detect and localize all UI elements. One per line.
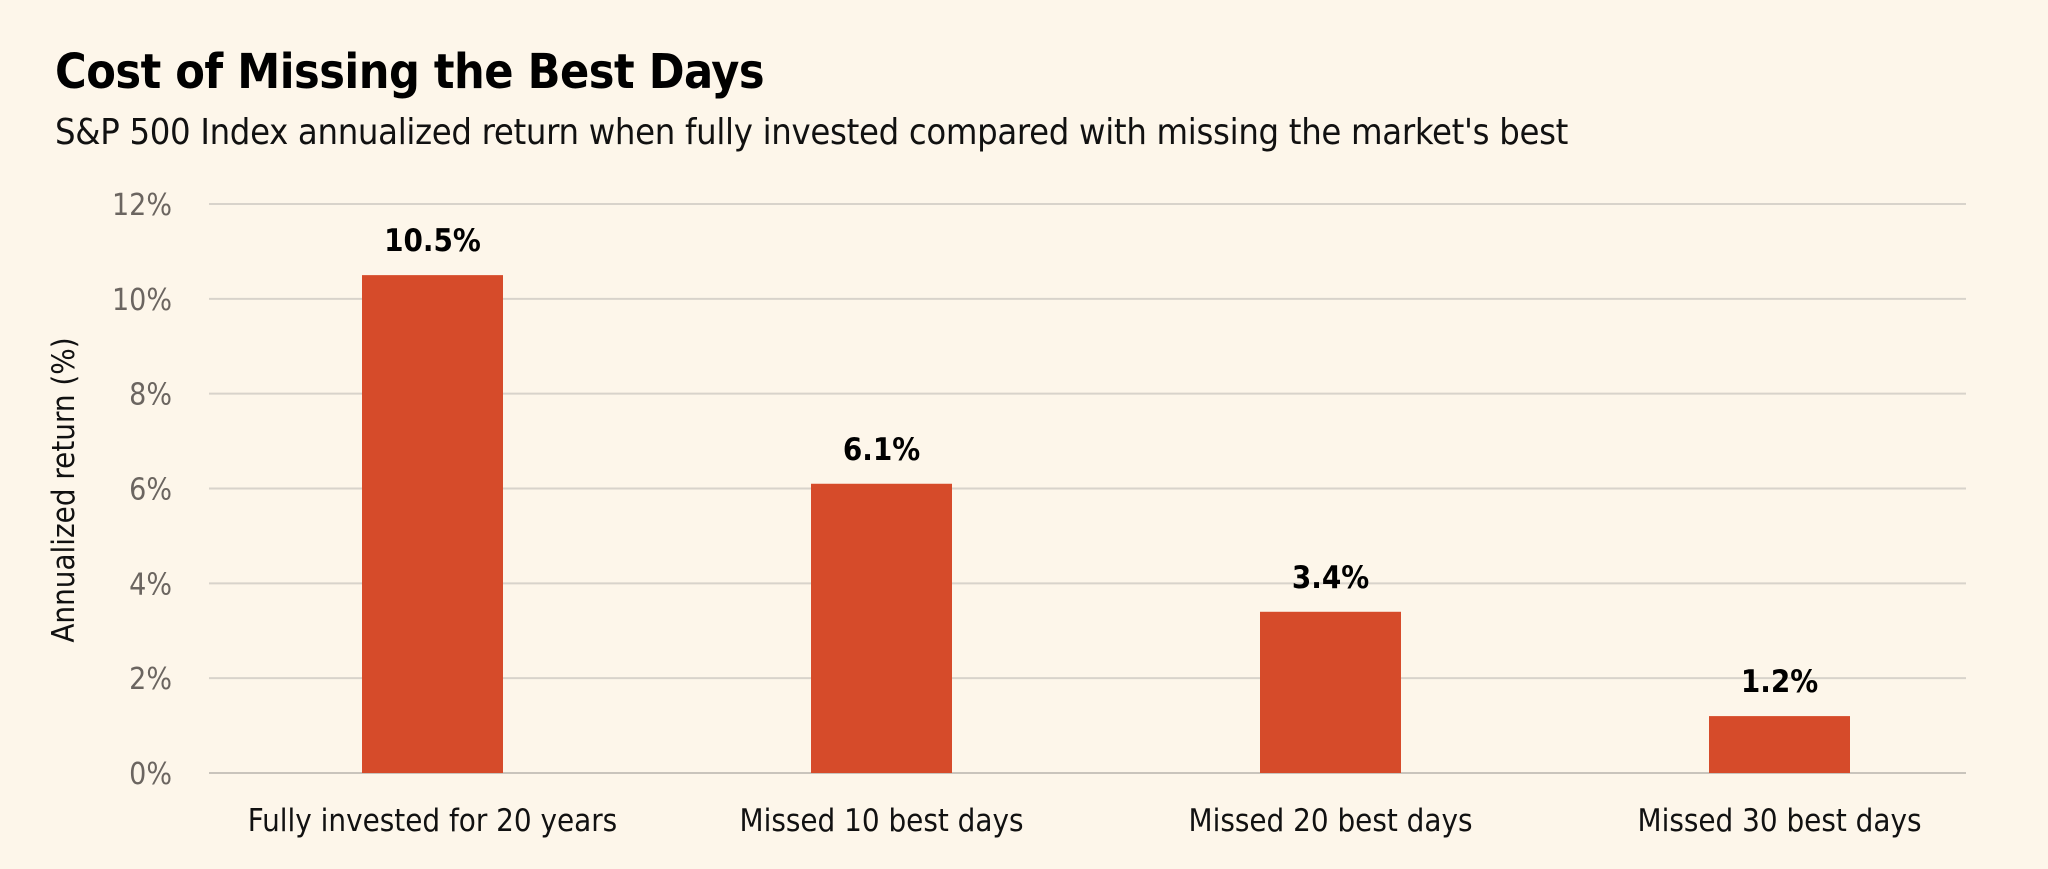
x-axis-labels: Fully invested for 20 years Missed 10 bes…	[248, 803, 1922, 839]
bar	[1260, 611, 1401, 773]
y-tick-label: 6%	[129, 473, 172, 508]
bar	[362, 275, 503, 773]
y-tick-label: 10%	[112, 283, 172, 318]
y-tick-label: 8%	[129, 378, 172, 413]
data-label: 1.2%	[1741, 664, 1818, 700]
x-tick-label: Fully invested for 20 years	[248, 803, 617, 839]
bar	[811, 483, 952, 773]
x-tick-label: Missed 10 best days	[740, 803, 1024, 839]
bars	[362, 275, 1850, 773]
y-tick-label: 12%	[112, 188, 172, 223]
bar	[1709, 716, 1850, 773]
y-tick-label: 0%	[129, 757, 172, 792]
y-axis-ticks: 0% 2% 4% 6% 8% 10% 12%	[112, 188, 172, 792]
chart-subtitle: S&P 500 Index annualized return when ful…	[55, 112, 1569, 153]
y-axis-label: Annualized return (%)	[46, 337, 82, 642]
y-tick-label: 4%	[129, 567, 172, 602]
data-label: 10.5%	[384, 223, 481, 259]
data-label: 3.4%	[1292, 560, 1369, 596]
chart-title: Cost of Missing the Best Days	[55, 44, 765, 100]
x-tick-label: Missed 30 best days	[1638, 803, 1922, 839]
y-tick-label: 2%	[129, 662, 172, 697]
data-labels: 10.5% 6.1% 3.4% 1.2%	[384, 223, 1818, 700]
x-tick-label: Missed 20 best days	[1189, 803, 1473, 839]
data-label: 6.1%	[843, 432, 920, 468]
